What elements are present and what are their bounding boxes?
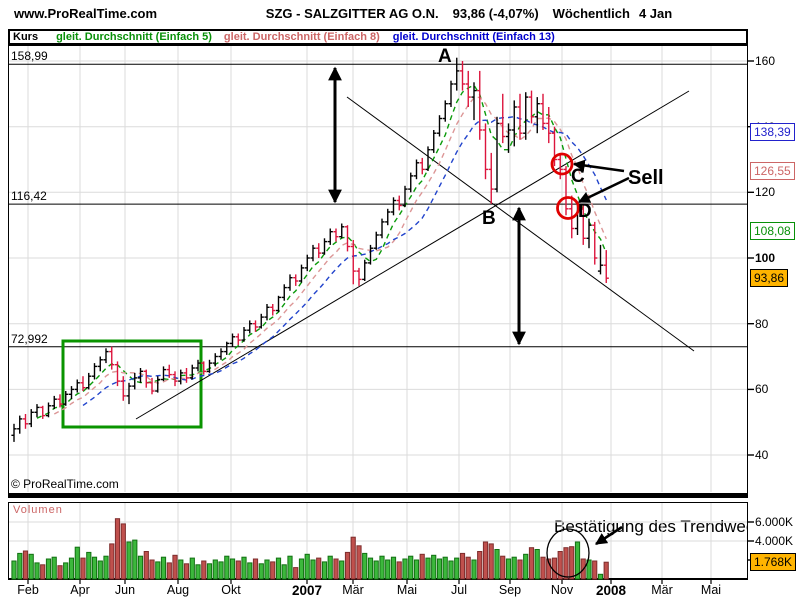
legend-ma13: gleit. Durchschnitt (Einfach 13) [392, 31, 555, 43]
y-tick-100: 100 [755, 251, 776, 265]
x-label-mai-13: Mai [700, 583, 722, 597]
trend-change-note: Bestätigung des Trendwechsels [554, 517, 747, 536]
y-tick-40: 40 [755, 448, 769, 462]
title-date: 4 Jan [638, 6, 673, 21]
x-label-nov-10: Nov [550, 583, 574, 597]
x-label-mär-6: Mär [342, 583, 364, 597]
x-label-2008-11: 2008 [595, 583, 627, 598]
legend-ma5: gleit. Durchschnitt (Einfach 5) [56, 31, 212, 43]
y-tick-60: 60 [755, 382, 769, 396]
volume-last-box: 1.768K [750, 553, 797, 571]
price-box-last-price: 93,86 [750, 269, 789, 287]
volume-tick-1: 4.000K [755, 534, 794, 548]
x-label-okt-4: Okt [221, 583, 241, 597]
price-box-ma13: 138,39 [750, 123, 795, 141]
x-label-jun-2: Jun [114, 583, 136, 597]
y-tick-160: 160 [755, 54, 776, 68]
legend-bar: Kurs gleit. Durchschnitt (Einfach 5) gle… [8, 29, 748, 45]
title-period: Wöchentlich [552, 6, 630, 21]
legend-kurs: Kurs [13, 31, 39, 43]
x-label-jul-8: Jul [451, 583, 467, 597]
y-tick-120: 120 [755, 185, 776, 199]
x-label-feb-0: Feb [17, 583, 39, 597]
volume-panel: Volumen Bestätigung des Trendwechsels [8, 502, 748, 580]
price-box-ma5: 108,08 [750, 222, 795, 240]
x-label-2007-5: 2007 [291, 583, 323, 598]
price-box-ma8: 126,55 [750, 162, 795, 180]
x-label-sep-9: Sep [498, 583, 522, 597]
site-logo[interactable]: www.ProRealTime.com [14, 6, 158, 21]
x-label-mär-12: Mär [651, 583, 673, 597]
chart-title: SZG - SALZGITTER AG O.N. 93,86 (-4,07%) Wö… [266, 6, 672, 21]
price-panel [8, 45, 748, 498]
price-level-label-2: 72,992 [11, 332, 48, 346]
title-symbol: SZG - SALZGITTER AG O.N. [265, 6, 439, 21]
x-label-aug-3: Aug [166, 583, 190, 597]
price-level-label-1: 116,42 [11, 189, 47, 203]
volume-tick-0: 6.000K [755, 515, 794, 529]
x-label-apr-1: Apr [70, 583, 90, 597]
volume-panel-label: Volumen [13, 504, 63, 516]
price-level-label-0: 158,99 [11, 49, 48, 63]
copyright-label: © ProRealTime.com [11, 477, 119, 491]
title-quote: 93,86 (-4,07%) [452, 6, 539, 21]
legend-ma8: gleit. Durchschnitt (Einfach 8) [223, 31, 380, 43]
x-label-mai-7: Mai [396, 583, 418, 597]
y-tick-80: 80 [755, 317, 769, 331]
